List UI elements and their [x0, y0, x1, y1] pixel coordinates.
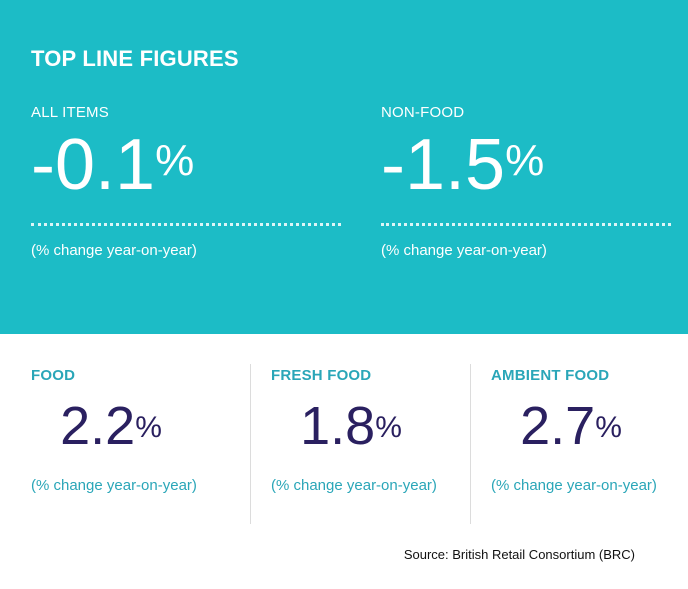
figure-label: FOOD: [31, 367, 76, 384]
figure-fresh-food: FRESH FOOD 1.8% (% change year-on-year): [271, 334, 469, 529]
figure-all-items: ALL ITEMS -0.1% (% change year-on-year): [31, 104, 341, 259]
figure-caption: (% change year-on-year): [31, 242, 197, 259]
figure-label: ALL ITEMS: [31, 104, 109, 121]
figure-food: FOOD 2.2% (% change year-on-year): [31, 334, 249, 529]
dotted-divider: [381, 223, 671, 226]
top-panel: TOP LINE FIGURES ALL ITEMS -0.1% (% chan…: [0, 0, 688, 334]
figure-ambient-food: AMBIENT FOOD 2.7% (% change year-on-year…: [491, 334, 681, 529]
figure-caption: (% change year-on-year): [271, 477, 437, 494]
figure-label: AMBIENT FOOD: [491, 367, 610, 384]
figure-label: FRESH FOOD: [271, 367, 372, 384]
bottom-panel: FOOD 2.2% (% change year-on-year) FRESH …: [0, 334, 688, 589]
dotted-divider: [31, 223, 341, 226]
figure-value: 2.2%: [60, 396, 162, 456]
column-divider: [470, 364, 471, 524]
column-divider: [250, 364, 251, 524]
figure-caption: (% change year-on-year): [31, 477, 197, 494]
figure-non-food: NON-FOOD -1.5% (% change year-on-year): [381, 104, 671, 259]
figure-value: 2.7%: [520, 396, 622, 456]
figure-label: NON-FOOD: [381, 104, 465, 121]
figure-caption: (% change year-on-year): [381, 242, 547, 259]
source-note: Source: British Retail Consortium (BRC): [403, 547, 635, 562]
panel-title: TOP LINE FIGURES: [31, 46, 239, 71]
figure-value: -0.1%: [31, 125, 195, 205]
figure-value: -1.5%: [381, 125, 545, 205]
figure-value: 1.8%: [300, 396, 402, 456]
figure-caption: (% change year-on-year): [491, 477, 657, 494]
